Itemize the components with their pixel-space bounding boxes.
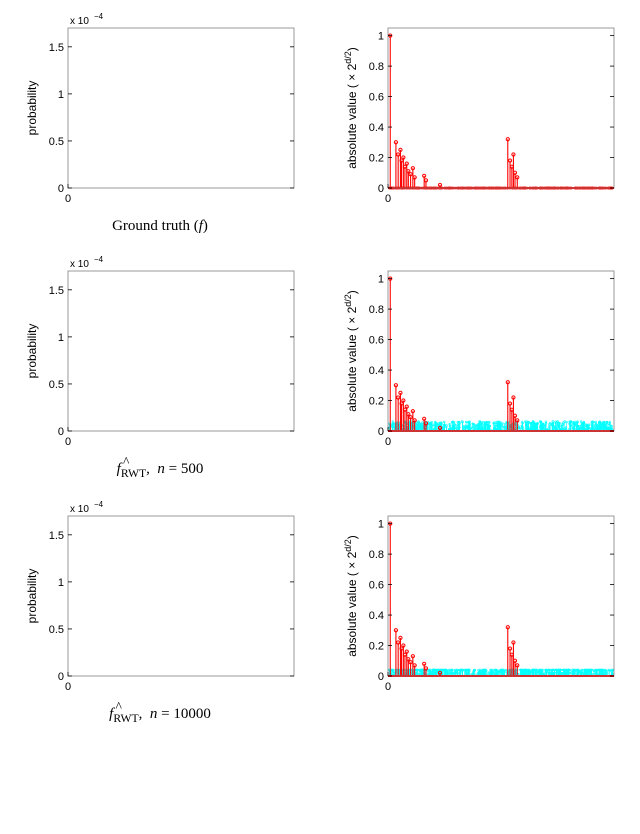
svg-text:0: 0: [58, 426, 64, 438]
svg-text:0.2: 0.2: [369, 153, 384, 165]
svg-text:0: 0: [65, 436, 71, 448]
svg-text:absolute value ( × 2d/2): absolute value ( × 2d/2): [343, 47, 359, 169]
absolute-value-panel: 00.20.40.60.810absolute value ( × 2d/2): [340, 498, 620, 698]
svg-text:1: 1: [378, 31, 384, 43]
panel-caption: fRWT, n = 10000: [20, 706, 300, 725]
svg-text:1: 1: [58, 89, 64, 101]
absolute-value-panel: 00.20.40.60.810absolute value ( × 2d/2): [340, 253, 620, 453]
panel-caption: fRWT, n = 500: [20, 461, 300, 480]
svg-text:x 10: x 10: [70, 16, 89, 27]
svg-text:−4: −4: [94, 12, 104, 21]
svg-text:0: 0: [58, 183, 64, 195]
panel-caption: Ground truth (f): [20, 218, 300, 235]
svg-text:1.5: 1.5: [49, 285, 64, 297]
svg-text:0.5: 0.5: [49, 379, 64, 391]
svg-text:0.8: 0.8: [369, 61, 384, 73]
svg-text:0.5: 0.5: [49, 136, 64, 148]
svg-text:−4: −4: [94, 255, 104, 264]
svg-text:0.4: 0.4: [369, 122, 384, 134]
panel-row: 0 0.5 1 1.5 0 probability x 10 −4 00.20.40.60.81…: [0, 253, 640, 453]
svg-text:0: 0: [65, 193, 71, 205]
svg-text:1: 1: [58, 332, 64, 344]
panel-row: 00.511.50probabilityx 10−400.20.40.60.81…: [0, 498, 640, 698]
svg-text:0.6: 0.6: [369, 92, 384, 104]
svg-text:0: 0: [385, 193, 391, 205]
panel-row: 0 0.5 1 1.5 0 probability x 10 −4 0 0.2 0.4 0.6 0.8 1…: [0, 10, 640, 210]
svg-text:x 10: x 10: [70, 259, 89, 270]
absolute-value-panel: 0 0.2 0.4 0.6 0.8 1 0 absolute value ( × 2d/2): [340, 10, 620, 210]
svg-text:probability: probability: [25, 81, 39, 136]
svg-text:1.5: 1.5: [49, 42, 64, 54]
probability-panel: 0 0.5 1 1.5 0 probability x 10 −4: [20, 10, 300, 210]
svg-text:0: 0: [378, 183, 384, 195]
svg-text:probability: probability: [25, 324, 39, 379]
probability-panel: 00.511.50probabilityx 10−4: [20, 498, 300, 698]
probability-panel: 0 0.5 1 1.5 0 probability x 10 −4: [20, 253, 300, 453]
figure: 0 0.5 1 1.5 0 probability x 10 −4 0 0.2 0.4 0.6 0.8 1…: [0, 0, 640, 763]
